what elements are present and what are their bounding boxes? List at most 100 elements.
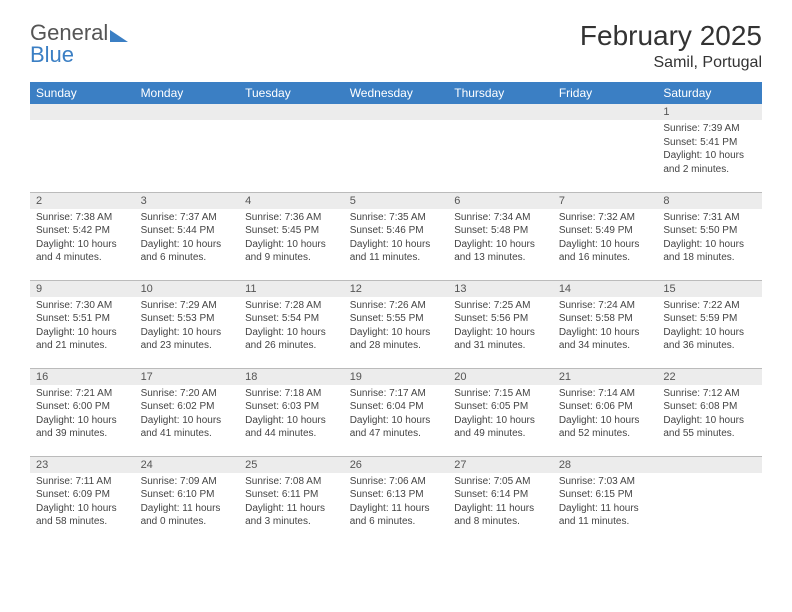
sunrise-text: Sunrise: 7:29 AM: [141, 299, 234, 313]
sunset-text: Sunset: 5:46 PM: [350, 224, 443, 238]
calendar-body: 1Sunrise: 7:39 AMSunset: 5:41 PMDaylight…: [30, 104, 762, 544]
sunrise-text: Sunrise: 7:11 AM: [36, 475, 129, 489]
sunrise-text: Sunrise: 7:20 AM: [141, 387, 234, 401]
day-content: Sunrise: 7:39 AMSunset: 5:41 PMDaylight:…: [657, 120, 762, 180]
calendar-day: 7Sunrise: 7:32 AMSunset: 5:49 PMDaylight…: [553, 192, 658, 280]
daylight-text: Daylight: 10 hours and 49 minutes.: [454, 414, 547, 441]
daylight-text: Daylight: 10 hours and 13 minutes.: [454, 238, 547, 265]
day-number: 13: [448, 281, 553, 297]
day-content: Sunrise: 7:21 AMSunset: 6:00 PMDaylight:…: [30, 385, 135, 445]
sunset-text: Sunset: 5:41 PM: [663, 136, 756, 150]
sunrise-text: Sunrise: 7:22 AM: [663, 299, 756, 313]
sunrise-text: Sunrise: 7:21 AM: [36, 387, 129, 401]
day-content: Sunrise: 7:15 AMSunset: 6:05 PMDaylight:…: [448, 385, 553, 445]
day-number: 24: [135, 457, 240, 473]
day-content: Sunrise: 7:25 AMSunset: 5:56 PMDaylight:…: [448, 297, 553, 357]
location-label: Samil, Portugal: [580, 54, 762, 72]
day-content: Sunrise: 7:31 AMSunset: 5:50 PMDaylight:…: [657, 209, 762, 269]
day-content: Sunrise: 7:29 AMSunset: 5:53 PMDaylight:…: [135, 297, 240, 357]
day-content: Sunrise: 7:36 AMSunset: 5:45 PMDaylight:…: [239, 209, 344, 269]
col-tuesday: Tuesday: [239, 82, 344, 104]
calendar-day: 28Sunrise: 7:03 AMSunset: 6:15 PMDayligh…: [553, 456, 658, 544]
daylight-text: Daylight: 10 hours and 28 minutes.: [350, 326, 443, 353]
day-content: Sunrise: 7:18 AMSunset: 6:03 PMDaylight:…: [239, 385, 344, 445]
calendar-day: 26Sunrise: 7:06 AMSunset: 6:13 PMDayligh…: [344, 456, 449, 544]
sunset-text: Sunset: 5:59 PM: [663, 312, 756, 326]
calendar-day: 20Sunrise: 7:15 AMSunset: 6:05 PMDayligh…: [448, 368, 553, 456]
day-content: Sunrise: 7:26 AMSunset: 5:55 PMDaylight:…: [344, 297, 449, 357]
calendar-table: Sunday Monday Tuesday Wednesday Thursday…: [30, 82, 762, 544]
calendar-day: 12Sunrise: 7:26 AMSunset: 5:55 PMDayligh…: [344, 280, 449, 368]
calendar-day: 1Sunrise: 7:39 AMSunset: 5:41 PMDaylight…: [657, 104, 762, 192]
daylight-text: Daylight: 10 hours and 58 minutes.: [36, 502, 129, 529]
sunrise-text: Sunrise: 7:12 AM: [663, 387, 756, 401]
sunset-text: Sunset: 5:55 PM: [350, 312, 443, 326]
calendar-day: 2Sunrise: 7:38 AMSunset: 5:42 PMDaylight…: [30, 192, 135, 280]
day-number: [239, 104, 344, 120]
sunset-text: Sunset: 5:48 PM: [454, 224, 547, 238]
col-saturday: Saturday: [657, 82, 762, 104]
calendar-day: 6Sunrise: 7:34 AMSunset: 5:48 PMDaylight…: [448, 192, 553, 280]
calendar-day: 22Sunrise: 7:12 AMSunset: 6:08 PMDayligh…: [657, 368, 762, 456]
page-header: General February 2025 Samil, Portugal: [30, 20, 762, 72]
sunset-text: Sunset: 6:05 PM: [454, 400, 547, 414]
sunset-text: Sunset: 6:08 PM: [663, 400, 756, 414]
calendar-day: 24Sunrise: 7:09 AMSunset: 6:10 PMDayligh…: [135, 456, 240, 544]
sunrise-text: Sunrise: 7:30 AM: [36, 299, 129, 313]
logo-triangle-icon: [110, 30, 128, 42]
sunset-text: Sunset: 6:13 PM: [350, 488, 443, 502]
day-number: 26: [344, 457, 449, 473]
day-content: Sunrise: 7:05 AMSunset: 6:14 PMDaylight:…: [448, 473, 553, 533]
sunrise-text: Sunrise: 7:06 AM: [350, 475, 443, 489]
sunset-text: Sunset: 6:11 PM: [245, 488, 338, 502]
sunset-text: Sunset: 6:02 PM: [141, 400, 234, 414]
day-number: 3: [135, 193, 240, 209]
day-content: Sunrise: 7:38 AMSunset: 5:42 PMDaylight:…: [30, 209, 135, 269]
day-content: Sunrise: 7:35 AMSunset: 5:46 PMDaylight:…: [344, 209, 449, 269]
calendar-day: [135, 104, 240, 192]
daylight-text: Daylight: 10 hours and 41 minutes.: [141, 414, 234, 441]
sunrise-text: Sunrise: 7:26 AM: [350, 299, 443, 313]
day-content: Sunrise: 7:12 AMSunset: 6:08 PMDaylight:…: [657, 385, 762, 445]
sunrise-text: Sunrise: 7:09 AM: [141, 475, 234, 489]
sunrise-text: Sunrise: 7:32 AM: [559, 211, 652, 225]
sunrise-text: Sunrise: 7:28 AM: [245, 299, 338, 313]
daylight-text: Daylight: 10 hours and 36 minutes.: [663, 326, 756, 353]
daylight-text: Daylight: 10 hours and 9 minutes.: [245, 238, 338, 265]
sunrise-text: Sunrise: 7:31 AM: [663, 211, 756, 225]
sunset-text: Sunset: 5:42 PM: [36, 224, 129, 238]
day-number: 12: [344, 281, 449, 297]
calendar-week: 23Sunrise: 7:11 AMSunset: 6:09 PMDayligh…: [30, 456, 762, 544]
calendar-day: 18Sunrise: 7:18 AMSunset: 6:03 PMDayligh…: [239, 368, 344, 456]
sunrise-text: Sunrise: 7:15 AM: [454, 387, 547, 401]
day-content: Sunrise: 7:24 AMSunset: 5:58 PMDaylight:…: [553, 297, 658, 357]
day-number: 19: [344, 369, 449, 385]
calendar-day: [344, 104, 449, 192]
sunrise-text: Sunrise: 7:03 AM: [559, 475, 652, 489]
sunrise-text: Sunrise: 7:14 AM: [559, 387, 652, 401]
calendar-head: Sunday Monday Tuesday Wednesday Thursday…: [30, 82, 762, 104]
calendar-week: 9Sunrise: 7:30 AMSunset: 5:51 PMDaylight…: [30, 280, 762, 368]
calendar-page: General February 2025 Samil, Portugal Bl…: [0, 0, 792, 564]
month-title: February 2025: [580, 20, 762, 52]
sunset-text: Sunset: 5:44 PM: [141, 224, 234, 238]
daylight-text: Daylight: 10 hours and 52 minutes.: [559, 414, 652, 441]
day-number: 9: [30, 281, 135, 297]
day-content: Sunrise: 7:20 AMSunset: 6:02 PMDaylight:…: [135, 385, 240, 445]
calendar-day: [239, 104, 344, 192]
day-content: Sunrise: 7:11 AMSunset: 6:09 PMDaylight:…: [30, 473, 135, 533]
day-number: [135, 104, 240, 120]
sunrise-text: Sunrise: 7:05 AM: [454, 475, 547, 489]
sunset-text: Sunset: 6:14 PM: [454, 488, 547, 502]
day-number: 21: [553, 369, 658, 385]
daylight-text: Daylight: 10 hours and 21 minutes.: [36, 326, 129, 353]
sunset-text: Sunset: 5:58 PM: [559, 312, 652, 326]
day-number: 8: [657, 193, 762, 209]
sunset-text: Sunset: 5:50 PM: [663, 224, 756, 238]
day-number: 16: [30, 369, 135, 385]
daylight-text: Daylight: 10 hours and 31 minutes.: [454, 326, 547, 353]
daylight-text: Daylight: 11 hours and 8 minutes.: [454, 502, 547, 529]
calendar-day: 25Sunrise: 7:08 AMSunset: 6:11 PMDayligh…: [239, 456, 344, 544]
day-number: 7: [553, 193, 658, 209]
day-number: 15: [657, 281, 762, 297]
